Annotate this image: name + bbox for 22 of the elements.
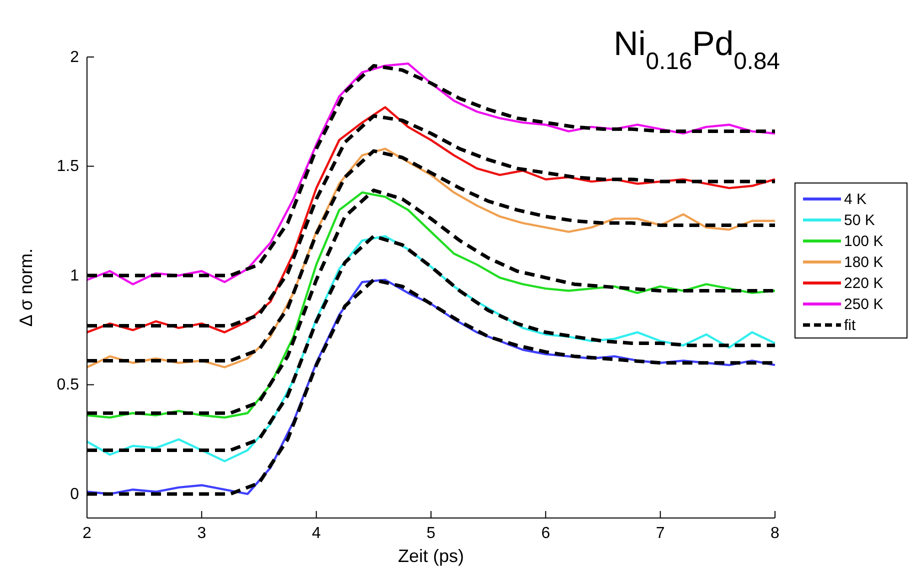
legend-label: 220 K xyxy=(844,275,884,292)
x-tick-label: 3 xyxy=(197,525,206,542)
y-axis-title: Δ σ norm. xyxy=(16,248,36,327)
legend-label: 250 K xyxy=(844,296,884,313)
y-tick-label: 1 xyxy=(70,267,80,284)
x-axis-title: Zeit (ps) xyxy=(398,546,464,566)
y-tick-label: 2 xyxy=(70,49,80,66)
x-tick-label: 6 xyxy=(541,525,550,542)
x-tick-label: 4 xyxy=(312,525,321,542)
y-tick-label: 0.5 xyxy=(56,376,80,394)
legend-label: fit xyxy=(844,317,856,334)
legend-label: 50 K xyxy=(844,212,875,229)
y-tick-label: 0 xyxy=(70,486,80,503)
x-tick-label: 8 xyxy=(770,525,780,542)
legend-label: 180 K xyxy=(844,254,884,271)
y-tick-label: 1.5 xyxy=(56,158,80,176)
legend-label: 100 K xyxy=(844,233,884,250)
x-tick-label: 7 xyxy=(656,525,665,542)
x-tick-label: 2 xyxy=(82,525,92,542)
chart-title: Ni$_{0.16}$Pd$_{0.84}$ xyxy=(614,25,780,74)
legend-label: 4 K xyxy=(844,191,867,208)
x-tick-label: 5 xyxy=(426,525,436,542)
